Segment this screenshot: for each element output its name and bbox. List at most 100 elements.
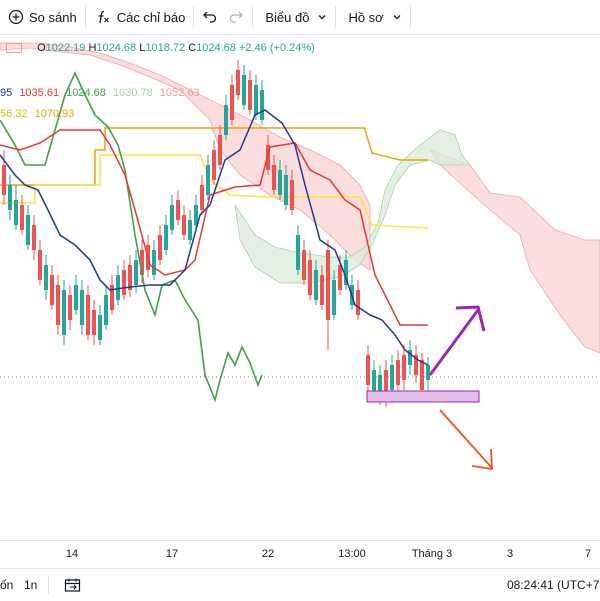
undo-button[interactable] [194,0,226,34]
candle-body [308,260,312,295]
toolbar-divider [409,6,411,28]
ichimoku-legend-row1: 95 1035.61 1024.68 1030.78 1052.63 [0,87,200,99]
candle-body [104,295,108,325]
undo-icon [202,8,218,27]
toolbar-divider [252,6,254,28]
function-icon [94,9,112,25]
candle-body [2,165,6,195]
candle-body [128,265,132,290]
candle-body [74,285,78,310]
chart-menu-label: Biểu đồ [265,9,310,25]
x-tick-label: 3 [506,548,514,560]
candle-body [338,265,342,290]
ichimoku-legend-row2: 56.32 1070.93 [0,108,75,120]
chart-menu-button[interactable]: Biểu đồ [253,0,335,34]
candle-body [326,250,330,320]
candle-body [194,205,198,225]
ichimoku-cloud-red-future [428,149,600,354]
close-value: 1024.68 [196,42,236,54]
candle-body [110,285,114,310]
candle-body [32,225,36,250]
candle-body [420,360,424,390]
toolbar-divider [335,6,337,28]
support-zone-rectangle[interactable] [366,390,480,403]
candle-body [236,70,240,95]
candle-body [414,355,418,375]
candle-body [116,275,120,300]
candle-body [68,295,72,320]
x-tick-label: Tháng 3 [411,548,453,560]
up-arrow-drawing[interactable] [428,305,486,376]
candle-body [396,360,400,385]
leading-span-a-line [0,154,429,229]
range-button-left[interactable]: ốn [0,578,14,592]
candle-body [26,215,30,245]
base-line [0,129,428,326]
compare-button[interactable]: So sánh [0,0,85,34]
clock-timezone[interactable]: 08:24:41 (UTC+7 [507,578,600,592]
high-value: 1024.68 [96,42,137,54]
candle-body [408,350,412,365]
down-arrow-drawing[interactable] [439,409,493,471]
price-chart[interactable] [0,35,600,540]
candle-body [62,290,66,335]
candle-body [182,215,186,235]
candle-body [152,250,156,275]
indicators-button[interactable]: Các chỉ báo [86,0,194,34]
time-axis[interactable]: 14 17 22 13:00 Tháng 3 3 7 [0,540,600,569]
candle-body [378,375,382,395]
top-toolbar: So sánh Các chỉ báo Biểu đồ Hồ sơ [0,0,600,35]
leading-span-b-line [0,127,428,186]
candle-body [20,205,24,230]
candle-body [254,85,258,115]
candle-body [50,275,54,305]
candle-body [260,90,264,120]
plus-circle-icon [8,9,24,25]
bottom-divider [48,576,49,594]
candle-body [212,150,216,180]
open-value: 1022.19 [45,42,86,54]
candle-body [384,370,388,395]
symbol-marker-icon [6,43,22,54]
x-tick-label: 22 [261,548,275,560]
candle-body [206,165,210,195]
compare-label: So sánh [29,9,77,25]
candle-body [230,85,234,120]
candle-body [426,365,430,380]
candle-body [200,185,204,210]
date-range-icon[interactable] [64,577,82,593]
candle-body [390,365,394,390]
toolbar-divider [193,6,195,28]
chevron-down-icon [392,12,402,22]
x-tick-label: 13:00 [338,548,366,560]
candle-body [188,220,192,240]
redo-button[interactable] [226,0,252,34]
candle-body [218,135,222,165]
candle-body [158,235,162,260]
profile-menu-button[interactable]: Hồ sơ [336,0,409,34]
candle-body [366,355,370,385]
candle-body [278,170,282,195]
lagging-span-line [0,71,263,403]
conversion-line [0,109,429,366]
candle-body [356,290,360,315]
low-value: 1018.72 [145,42,186,54]
candle-body [176,200,180,220]
candle-body [56,285,60,325]
candle-body [372,370,376,395]
candle-body [140,250,144,275]
candle-body [80,290,84,325]
candle-body [122,270,126,295]
candle-body [14,200,18,225]
candle-body [134,260,138,285]
candle-body [92,310,96,335]
chart-pane[interactable]: O1022.19 H1024.68 L1018.72 C1024.68 +2.4… [0,35,600,540]
candle-body [302,250,306,280]
candle-body [320,275,324,305]
range-button-1n[interactable]: 1n [24,578,38,592]
candle-body [98,315,102,340]
redo-icon [228,8,244,27]
candle-body [296,235,300,270]
x-tick-label: 14 [65,548,79,560]
candle-body [290,180,294,210]
